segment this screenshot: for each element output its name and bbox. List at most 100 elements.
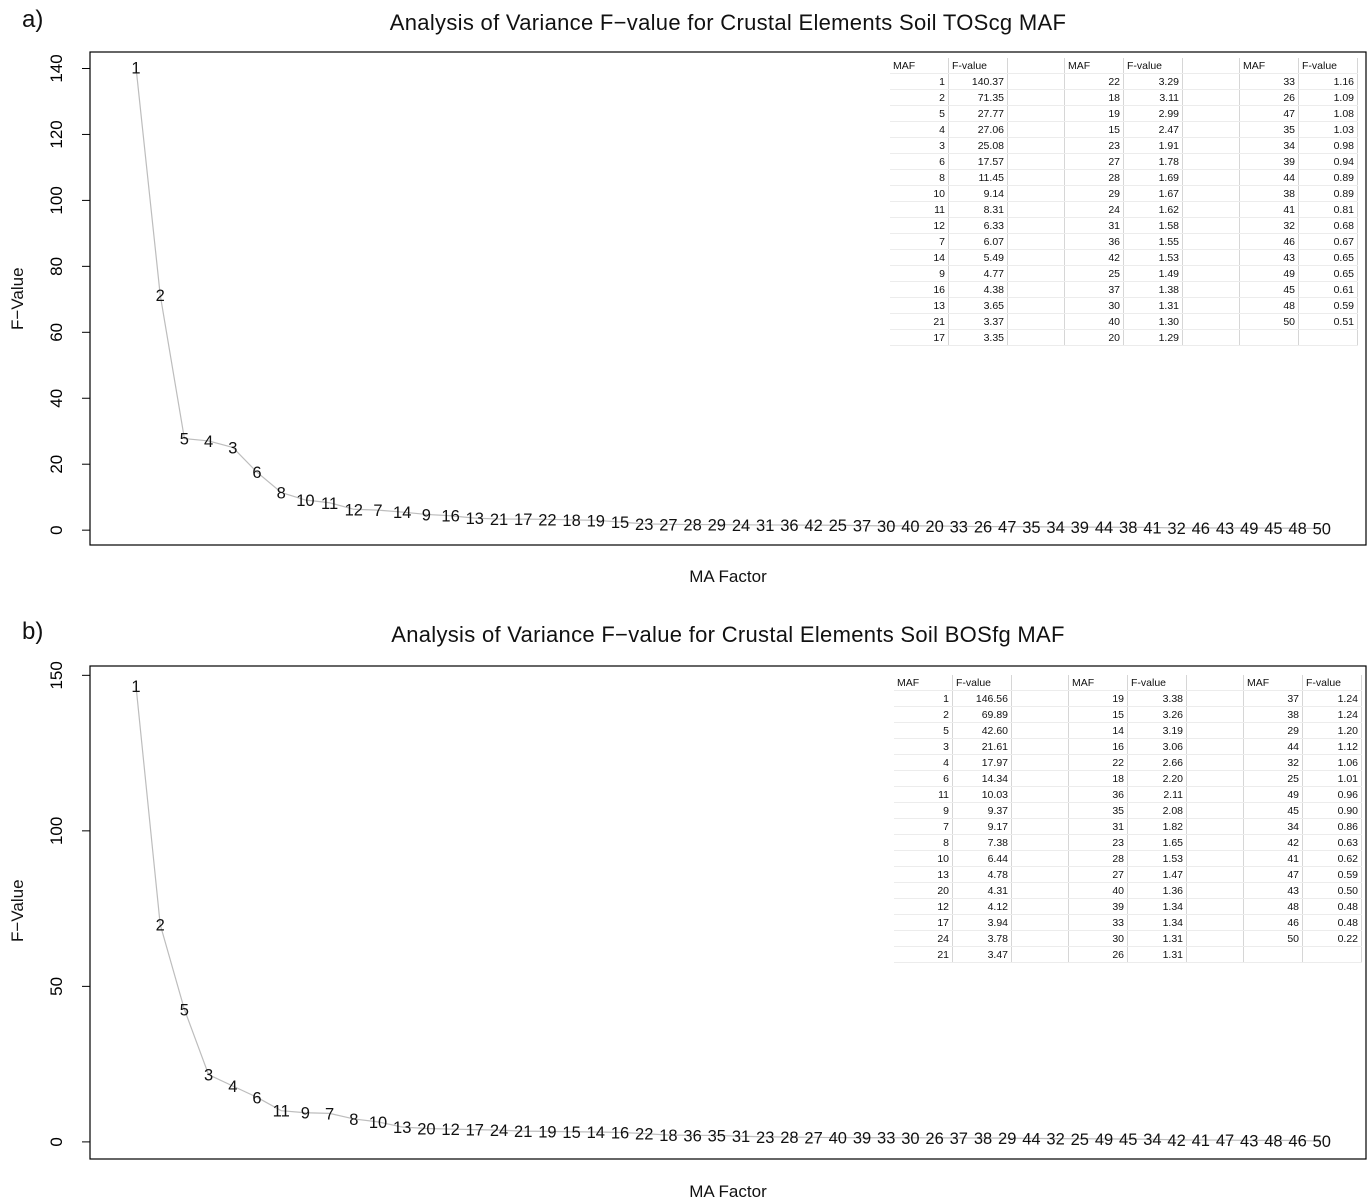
table-spacer — [1186, 882, 1244, 899]
table-cell-fvalue: 21.61 — [952, 738, 1012, 755]
table-spacer — [1007, 58, 1065, 74]
table-cell-fvalue: 2.11 — [1127, 786, 1187, 803]
table-cell-fvalue: 1.01 — [1302, 770, 1362, 787]
table-spacer — [1186, 802, 1244, 819]
table-cell-fvalue: 71.35 — [948, 89, 1008, 106]
data-point-label: 5 — [180, 431, 189, 449]
table-cell-fvalue: 17.97 — [952, 754, 1012, 771]
table-header-fvalue: F-value — [1123, 58, 1183, 74]
table-cell-maf: 39 — [1239, 153, 1299, 170]
table-cell-fvalue: 0.22 — [1302, 930, 1362, 947]
data-point-label: 10 — [369, 1114, 387, 1132]
table-spacer — [1011, 675, 1069, 691]
table-spacer — [1182, 185, 1240, 202]
table-spacer — [1011, 930, 1069, 947]
table-cell-fvalue: 3.19 — [1127, 722, 1187, 739]
panel-label: b) — [22, 618, 44, 645]
table-cell-maf: 19 — [1064, 105, 1124, 122]
table-cell-maf: 11 — [890, 201, 949, 218]
y-tick-label: 40 — [47, 389, 66, 408]
table-cell-maf: 44 — [1243, 738, 1303, 755]
table-row: 2 71.35 18 3.11 26 1.09 — [890, 89, 1358, 106]
table-cell-fvalue: 4.77 — [948, 265, 1008, 282]
table-cell-maf: 21 — [894, 946, 953, 963]
table-cell-maf: 3 — [894, 738, 953, 755]
y-tick-label: 0 — [47, 525, 66, 534]
data-point-label: 8 — [349, 1111, 358, 1129]
table-cell-maf: 28 — [1068, 850, 1128, 867]
table-cell-fvalue: 0.59 — [1298, 297, 1358, 314]
table-cell-maf: 8 — [894, 834, 953, 851]
table-row: 11 8.31 24 1.62 41 0.81 — [890, 201, 1358, 218]
table-cell-maf: 29 — [1243, 722, 1303, 739]
table-spacer — [1011, 946, 1069, 963]
table-cell-fvalue: 1.20 — [1302, 722, 1362, 739]
table-spacer — [1011, 850, 1069, 867]
table-spacer — [1182, 281, 1240, 298]
table-cell-maf: 6 — [894, 770, 953, 787]
table-cell-maf: 18 — [1068, 770, 1128, 787]
table-header-row: MAF F-value MAF F-value MAF F-value — [894, 675, 1362, 691]
table-cell-fvalue: 3.78 — [952, 930, 1012, 947]
table-cell-maf: 47 — [1243, 866, 1303, 883]
data-point-label: 46 — [1288, 1132, 1306, 1150]
table-spacer — [1007, 265, 1065, 282]
data-point-label: 38 — [1119, 519, 1137, 537]
table-cell-fvalue: 69.89 — [952, 706, 1012, 723]
table-cell-fvalue: 0.62 — [1302, 850, 1362, 867]
table-spacer — [1186, 930, 1244, 947]
table-cell-fvalue: 0.90 — [1302, 802, 1362, 819]
data-point-label: 17 — [514, 511, 532, 529]
table-cell-fvalue: 1.36 — [1127, 882, 1187, 899]
table-spacer — [1186, 914, 1244, 931]
table-spacer — [1011, 914, 1069, 931]
table-spacer — [1182, 233, 1240, 250]
table-spacer — [1182, 201, 1240, 218]
data-point-label: 9 — [301, 1105, 310, 1123]
y-tick-label: 140 — [47, 54, 66, 82]
table-header-row: MAF F-value MAF F-value MAF F-value — [890, 58, 1358, 74]
data-point-label: 41 — [1192, 1132, 1210, 1150]
table-spacer — [1182, 73, 1240, 90]
table-cell-maf: 8 — [890, 169, 949, 186]
data-point-label: 9 — [422, 506, 431, 524]
table-cell-fvalue: 0.89 — [1298, 185, 1358, 202]
table-header-maf: MAF — [894, 675, 953, 691]
table-cell-fvalue: 1.31 — [1127, 946, 1187, 963]
table-cell-fvalue: 1.09 — [1298, 89, 1358, 106]
table-cell-fvalue: 3.65 — [948, 297, 1008, 314]
table-spacer — [1007, 169, 1065, 186]
table-spacer — [1186, 706, 1244, 723]
table-header-fvalue: F-value — [1127, 675, 1187, 691]
data-point-label: 13 — [466, 510, 484, 528]
table-spacer — [1011, 706, 1069, 723]
table-cell-maf: 1 — [890, 73, 949, 90]
table-cell-fvalue: 0.48 — [1302, 898, 1362, 915]
table-cell-fvalue: 3.35 — [948, 329, 1008, 346]
data-point-label: 5 — [180, 1001, 189, 1019]
fvalue-table: MAF F-value MAF F-value MAF F-value 1 140.37 22 3… — [890, 58, 1358, 346]
table-cell-maf: 20 — [894, 882, 953, 899]
y-tick-label: 0 — [47, 1137, 66, 1146]
data-point-label: 30 — [901, 1130, 919, 1148]
table-spacer — [1007, 105, 1065, 122]
table-cell-fvalue: 0.81 — [1298, 201, 1358, 218]
table-cell-maf: 45 — [1243, 802, 1303, 819]
table-cell-maf: 10 — [894, 850, 953, 867]
table-row: 17 3.35 20 1.29 — [890, 329, 1358, 346]
data-point-label: 36 — [780, 517, 798, 535]
table-cell-fvalue: 0.59 — [1302, 866, 1362, 883]
table-cell-maf: 5 — [894, 722, 953, 739]
table-cell-maf: 31 — [1064, 217, 1124, 234]
table-row: 6 14.34 18 2.20 25 1.01 — [894, 770, 1362, 787]
table-cell-maf: 29 — [1064, 185, 1124, 202]
data-point-label: 35 — [708, 1127, 726, 1145]
data-point-label: 18 — [659, 1127, 677, 1145]
y-tick-label: 60 — [47, 323, 66, 342]
data-point-label: 40 — [829, 1130, 847, 1148]
data-point-label: 16 — [611, 1124, 629, 1142]
table-spacer — [1186, 690, 1244, 707]
data-point-label: 50 — [1313, 520, 1331, 538]
table-spacer — [1182, 89, 1240, 106]
table-cell-maf: 5 — [890, 105, 949, 122]
